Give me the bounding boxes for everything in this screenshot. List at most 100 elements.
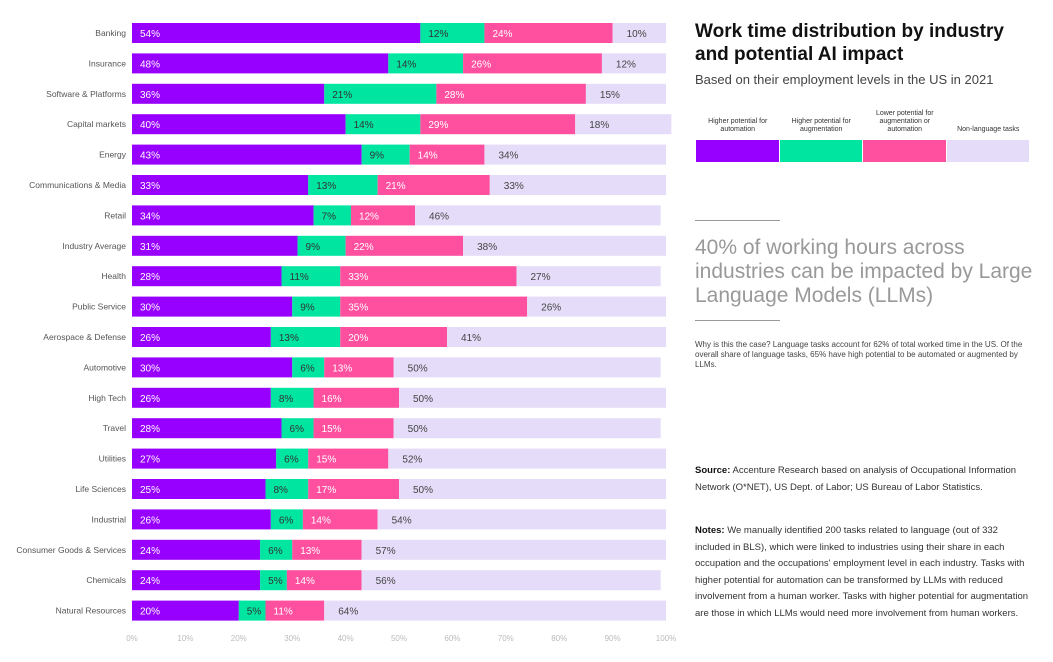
bar-segment [324,357,394,378]
category-label: Life Sciences [75,484,126,494]
bar-segment [132,175,309,195]
legend-item-lower-potential: Lower potential for augmentation or auto… [863,110,947,162]
data-label: 20% [348,333,368,344]
bar-segment [132,296,293,317]
bar-segment [313,418,394,439]
bar-segment [340,296,528,317]
data-label: 50% [413,485,433,496]
data-label: 15% [600,90,620,101]
chart-title: Work time distribution by industry and p… [695,21,1004,65]
data-label: 26% [541,303,561,314]
data-label: 12% [359,211,379,222]
bar-segment [132,600,239,621]
bar-segment [132,357,293,378]
bar-segment [377,509,666,530]
bar-segment [270,327,341,347]
why-note: Why is this the case? Language tasks acc… [695,340,1023,369]
data-label: 26% [140,394,160,405]
legend-swatch [946,140,1029,162]
data-label: 14% [396,59,416,70]
data-label: 14% [311,515,331,526]
data-label: 40% [140,120,160,131]
data-label: 8% [274,485,289,496]
stacked-bar-chart: Banking 54% 12% 24% 10% Insurance 48% 14% 26% 12%… [16,23,676,643]
divider-bottom [695,320,780,321]
bar-segment [393,357,661,378]
category-label: Aerospace & Defense [43,332,126,342]
bar-segment [132,418,282,439]
legend-label: Higher potential for augmentation [791,118,851,133]
data-label: 24% [140,576,160,587]
data-label: 46% [429,211,449,222]
data-label: 6% [300,363,315,374]
x-tick-label: 10% [177,634,193,643]
category-label: Energy [99,150,127,160]
bar-segment [265,479,309,499]
bar-segment [612,23,666,43]
bar-segment [399,387,666,408]
bar-segment [132,327,271,347]
data-label: 41% [461,333,481,344]
legend-item-automation: Higher potential for automation [696,110,780,162]
data-label: 6% [279,515,294,526]
category-label: Software & Platforms [46,89,126,99]
data-label: 28% [140,272,160,283]
data-label: 15% [316,455,336,466]
bar-segment [238,600,266,621]
bar-segment [302,509,378,530]
bar-segment [436,83,586,104]
data-label: 24% [492,29,512,40]
bar-segment [132,83,325,104]
data-label: 35% [348,303,368,314]
bar-segment [409,144,485,165]
bar-segment [270,387,314,408]
bar-segment [308,479,399,499]
notes: Notes: We manually identified 200 tasks … [695,523,1035,622]
data-label: 12% [616,59,636,70]
category-label: Industrial [92,514,127,524]
bar-segment [132,53,389,74]
data-label: 18% [589,120,609,131]
bar-segment [350,205,416,226]
bar-segment [313,205,351,226]
source-note: Source: Accenture Research based on anal… [695,462,1035,496]
legend: Higher potential for automation Higher p… [696,110,1030,162]
bar-segment [324,83,437,104]
bar-segment [340,266,517,287]
bar-segment [132,23,421,43]
bar-segment [297,235,346,256]
bar-segment [463,53,602,74]
bar-segment [484,144,666,165]
data-label: 14% [418,151,438,162]
bar-segment [281,418,314,439]
data-label: 57% [376,546,396,557]
legend-item-non-language: Non-language tasks [946,110,1031,162]
x-tick-label: 50% [391,634,407,643]
x-tick-label: 70% [498,634,514,643]
bar-segment [276,448,309,469]
bar-segment [388,448,666,469]
data-label: 14% [295,576,315,587]
data-label: 9% [300,303,315,314]
bar-segment [463,235,666,256]
data-label: 10% [627,29,647,40]
bar-segment [132,205,314,226]
x-tick-label: 100% [656,634,676,643]
data-label: 13% [300,546,320,557]
bar-segment [361,539,666,560]
bar-segment [132,144,362,165]
bar-segment [415,205,661,226]
legend-swatch [696,140,779,162]
bar-segment [377,175,490,195]
data-label: 9% [306,242,321,253]
x-tick-label: 20% [231,634,247,643]
x-tick-label: 60% [444,634,460,643]
data-label: 24% [140,546,160,557]
data-label: 14% [354,120,374,131]
bar-segment [484,23,613,43]
data-label: 38% [477,242,497,253]
legend-swatch [779,140,862,162]
data-label: 6% [290,424,305,435]
notes-text: We manually identified 200 tasks related… [695,525,1029,619]
data-label: 16% [322,394,342,405]
